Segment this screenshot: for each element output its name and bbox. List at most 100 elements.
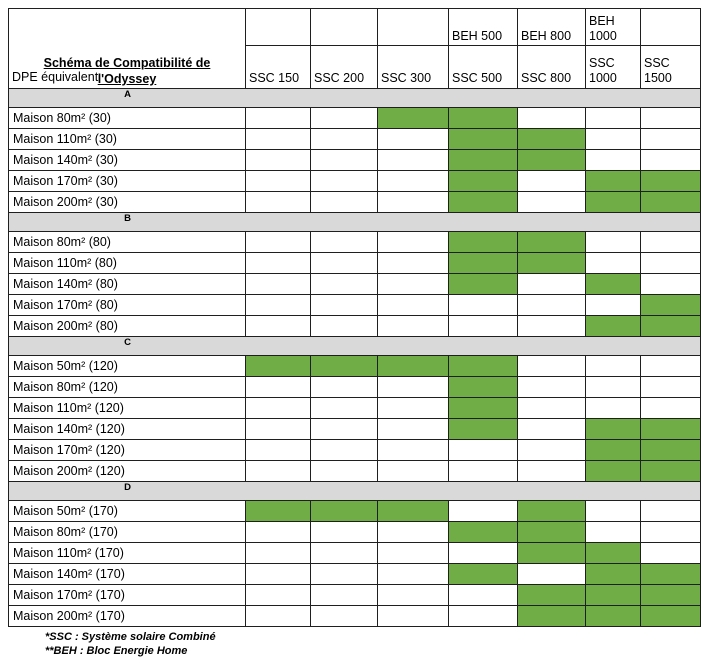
compat-cell-off [448, 605, 518, 627]
compat-cell-on [517, 231, 586, 253]
row-label: Maison 110m² (30) [8, 128, 246, 150]
compat-cell-off [517, 397, 586, 419]
compat-cell-off [448, 439, 518, 461]
table-row: Maison 200m² (30) [8, 191, 701, 213]
compat-cell-off [448, 542, 518, 564]
compat-cell-off [448, 500, 518, 522]
compat-cell-off [585, 521, 641, 543]
page-title: Schéma de Compatibilité de l'Odyssey [13, 55, 241, 87]
compat-cell-on [448, 231, 518, 253]
compat-cell-on [245, 355, 311, 377]
compat-cell-on [448, 376, 518, 398]
group-label: C [124, 337, 131, 349]
table-row: Maison 110m² (30) [8, 128, 701, 150]
compat-cell-on [448, 273, 518, 295]
compat-cell-off [377, 584, 449, 606]
compat-cell-on [517, 542, 586, 564]
footnote-ssc: *SSC : Système solaire Combiné [45, 631, 216, 643]
group-band: B [8, 212, 701, 232]
compat-cell-off [585, 231, 641, 253]
compat-cell-on [640, 605, 701, 627]
compat-cell-off [517, 439, 586, 461]
compat-cell-off [310, 460, 378, 482]
compat-cell-off [377, 563, 449, 585]
compat-cell-off [377, 521, 449, 543]
table-row: Maison 50m² (170) [8, 500, 701, 522]
compat-cell-off [310, 376, 378, 398]
row-label: Maison 200m² (120) [8, 460, 246, 482]
compat-cell-on [377, 107, 449, 129]
compat-cell-off [310, 170, 378, 192]
compat-cell-off [640, 107, 701, 129]
row-label: Maison 170m² (170) [8, 584, 246, 606]
title-cell: Schéma de Compatibilité de l'Odyssey DPE… [8, 8, 246, 89]
compat-cell-on [585, 460, 641, 482]
compat-cell-on [448, 397, 518, 419]
compat-cell-on [448, 191, 518, 213]
col-header-ssc-800: SSC 800 [517, 45, 586, 89]
compat-cell-off [245, 273, 311, 295]
compat-cell-on [448, 170, 518, 192]
compat-cell-on [640, 191, 701, 213]
compat-cell-off [377, 605, 449, 627]
compat-cell-off [377, 418, 449, 440]
table-row: Maison 50m² (120) [8, 355, 701, 377]
table-row: Maison 140m² (170) [8, 563, 701, 585]
compat-cell-off [517, 460, 586, 482]
compat-cell-off [517, 170, 586, 192]
compat-cell-off [377, 542, 449, 564]
compat-cell-on [517, 500, 586, 522]
row-label: Maison 140m² (30) [8, 149, 246, 171]
row-label: Maison 200m² (170) [8, 605, 246, 627]
compat-cell-on [640, 563, 701, 585]
row-label: Maison 50m² (170) [8, 500, 246, 522]
compat-cell-on [585, 584, 641, 606]
compat-cell-off [310, 273, 378, 295]
compat-cell-off [245, 315, 311, 337]
compat-cell-on [585, 273, 641, 295]
compat-cell-off [377, 273, 449, 295]
compat-cell-on [448, 107, 518, 129]
compat-cell-off [245, 605, 311, 627]
row-label: Maison 200m² (30) [8, 191, 246, 213]
row-label: Maison 110m² (120) [8, 397, 246, 419]
compat-cell-off [640, 149, 701, 171]
compat-cell-off [245, 584, 311, 606]
row-label: Maison 170m² (30) [8, 170, 246, 192]
group-row-d: D [8, 481, 701, 501]
row-label: Maison 170m² (80) [8, 294, 246, 316]
page-title-line1: Schéma de Compatibilité de [43, 56, 211, 70]
compat-cell-off [310, 107, 378, 129]
compat-cell-off [310, 542, 378, 564]
table-row: Maison 140m² (30) [8, 149, 701, 171]
table-row: Maison 80m² (30) [8, 107, 701, 129]
compat-cell-off [448, 315, 518, 337]
compat-cell-off [517, 418, 586, 440]
col-header-ssc-200: SSC 200 [310, 45, 378, 89]
compat-cell-on [517, 128, 586, 150]
compat-cell-off [377, 170, 449, 192]
compat-cell-on [640, 460, 701, 482]
table-row: Maison 80m² (120) [8, 376, 701, 398]
compat-cell-on [517, 584, 586, 606]
footnote-beh: **BEH : Bloc Energie Home [45, 645, 188, 657]
col-header-ssc-1000: SSC 1000 [585, 45, 641, 89]
compat-cell-off [585, 397, 641, 419]
compat-cell-on [448, 418, 518, 440]
compat-cell-off [377, 231, 449, 253]
compat-cell-off [517, 563, 586, 585]
group-row-c: C [8, 336, 701, 356]
compat-cell-on [640, 584, 701, 606]
compat-cell-off [517, 294, 586, 316]
col-header-ssc-150: SSC 150 [245, 45, 311, 89]
compat-cell-off [245, 439, 311, 461]
compat-cell-on [640, 418, 701, 440]
compat-cell-off [640, 231, 701, 253]
group-label: D [124, 482, 131, 494]
row-label: Maison 200m² (80) [8, 315, 246, 337]
compat-cell-on [310, 355, 378, 377]
row-label: Maison 80m² (120) [8, 376, 246, 398]
compat-cell-on [448, 355, 518, 377]
header-empty-ssc150 [245, 8, 311, 46]
